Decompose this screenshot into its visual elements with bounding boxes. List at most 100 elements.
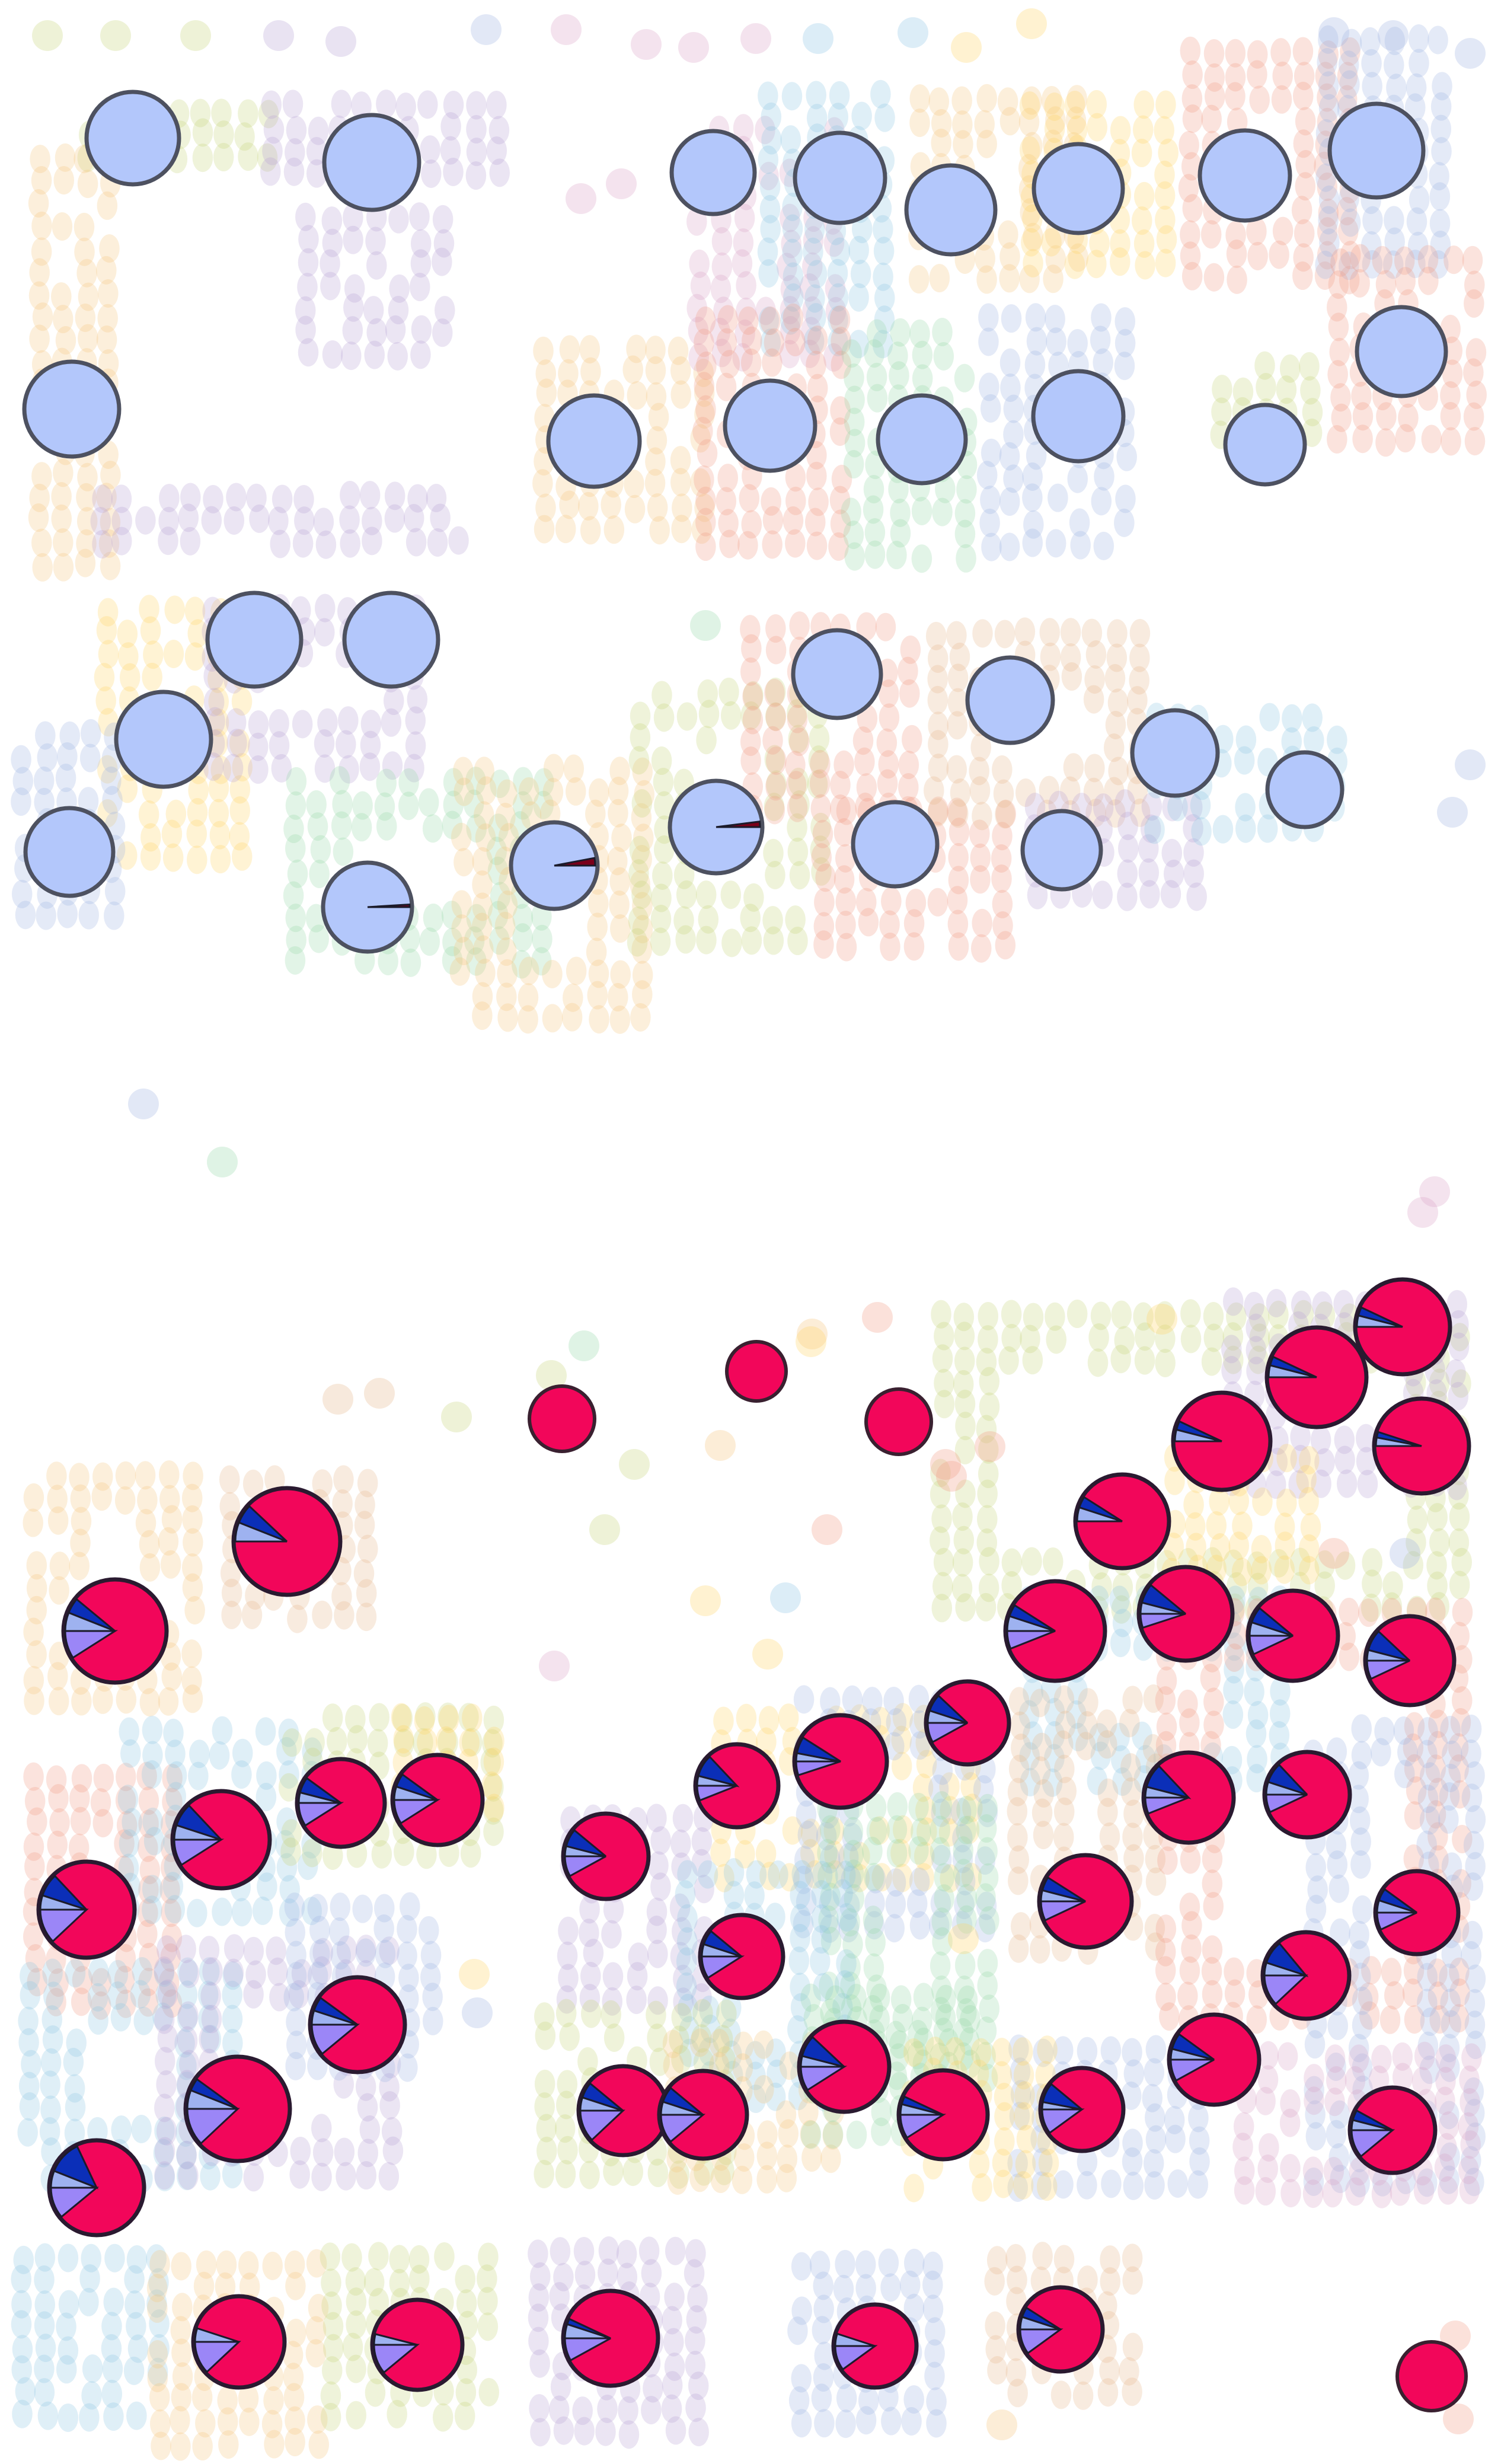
- cluster-dot: [1430, 92, 1452, 121]
- cluster-dot: [231, 1898, 253, 1927]
- cluster-dot: [1084, 665, 1105, 694]
- cluster-dot: [835, 911, 856, 940]
- cluster-dot: [828, 283, 849, 312]
- top-marker: [1020, 809, 1103, 892]
- cluster-dot: [139, 1942, 159, 1971]
- cluster-dot: [178, 2001, 199, 2030]
- cluster-dot: [1372, 2168, 1393, 2197]
- cluster-dot: [824, 1840, 845, 1869]
- cluster-dot: [825, 274, 846, 303]
- cluster-dot: [911, 544, 932, 573]
- cluster-dot: [780, 306, 801, 335]
- cluster-dot: [100, 551, 121, 580]
- cluster-dot: [162, 1764, 183, 1793]
- cluster-dot: [932, 318, 953, 347]
- cluster-dot: [550, 2237, 571, 2266]
- cluster-dot: [57, 899, 78, 928]
- bottom-pie-marker: [1347, 2085, 1438, 2175]
- cluster-dot: [111, 526, 132, 556]
- cluster-dot: [952, 1502, 973, 1531]
- top-marker: [793, 130, 887, 225]
- cluster-dot: [438, 1705, 459, 1734]
- cluster-dot: [672, 1804, 694, 1833]
- cluster-dot: [586, 937, 607, 966]
- cluster-dot: [696, 351, 717, 380]
- cluster-dot: [494, 911, 516, 940]
- cluster-dot: [1228, 1486, 1250, 1515]
- cluster-dot: [804, 215, 825, 244]
- cluster-dot: [295, 202, 316, 231]
- bottom-pie-marker: [1073, 1472, 1171, 1571]
- cluster-dot: [488, 116, 510, 145]
- cluster-dot: [416, 1840, 437, 1869]
- cluster-dot: [1231, 1557, 1253, 1587]
- cluster-dot: [512, 923, 533, 952]
- cluster-dot: [331, 90, 352, 119]
- cluster-dot: [400, 948, 421, 977]
- cluster-dot: [878, 2248, 899, 2277]
- cluster-dot: [422, 814, 443, 843]
- cluster-dot: [690, 272, 711, 301]
- cluster-dot: [298, 338, 319, 367]
- cluster-dot: [1448, 1754, 1469, 1783]
- cluster-dot: [630, 723, 651, 752]
- cluster-dot: [740, 657, 761, 686]
- top-marker-circle: [546, 393, 642, 489]
- cluster-dot: [1022, 462, 1043, 491]
- cluster-dot: [873, 237, 895, 266]
- cluster-dot: [213, 120, 234, 149]
- cluster-dot: [312, 1600, 333, 1629]
- cluster-dot: [1023, 222, 1043, 251]
- cluster-dot: [1319, 228, 1340, 257]
- cluster-dot: [68, 1833, 90, 1862]
- cluster-dot: [149, 2250, 170, 2279]
- cluster-dot: [555, 515, 576, 544]
- cluster-dot: [142, 1807, 163, 1836]
- cluster-dot: [1413, 2176, 1435, 2205]
- cluster-dot: [1337, 62, 1358, 91]
- cluster-dot: [159, 1875, 180, 1904]
- stray-dot: [207, 1147, 238, 1177]
- cluster-dot: [398, 768, 419, 797]
- cluster-dot: [282, 90, 304, 119]
- cluster-dot: [1246, 1764, 1267, 1793]
- cluster-dot: [566, 956, 587, 985]
- cluster-dot: [758, 307, 780, 336]
- cluster-dot: [595, 2417, 616, 2446]
- cluster-dot: [1223, 1549, 1244, 1578]
- cluster-dot: [464, 926, 485, 955]
- cluster-dot: [1448, 1733, 1469, 1762]
- cluster-dot: [1312, 1291, 1333, 1320]
- cluster-dot: [261, 90, 282, 119]
- cluster-dot: [1008, 2034, 1029, 2063]
- cluster-dot: [290, 2136, 311, 2165]
- cluster-dot: [765, 772, 786, 801]
- cluster-dot: [1352, 2053, 1373, 2082]
- cluster-dot: [787, 793, 808, 822]
- cluster-dot: [1448, 1381, 1469, 1410]
- cluster-dot: [1055, 1710, 1076, 1740]
- cluster-dot: [670, 380, 691, 409]
- cluster-dot: [925, 621, 947, 650]
- cluster-dot: [295, 296, 316, 325]
- cluster-dot: [804, 1860, 826, 1889]
- cluster-dot: [648, 403, 669, 432]
- cluster-dot: [844, 363, 864, 392]
- cluster-dot: [466, 947, 487, 976]
- cluster-dot: [721, 928, 742, 957]
- cluster-dot: [1288, 1470, 1309, 1499]
- cluster-dot: [95, 256, 117, 285]
- cluster-dot: [1276, 1444, 1297, 1473]
- cluster-dot: [75, 548, 96, 577]
- cluster-dot: [364, 340, 385, 369]
- cluster-dot: [333, 2070, 355, 2099]
- cluster-dot: [1349, 1940, 1371, 1969]
- cluster-dot: [466, 904, 487, 933]
- cluster-dot: [557, 1941, 578, 1970]
- cluster-dot: [472, 892, 493, 921]
- bottom-plain-marker: [725, 1340, 788, 1403]
- cluster-dot: [1180, 36, 1201, 65]
- cluster-dot: [1180, 1299, 1201, 1328]
- cluster-dot: [208, 799, 229, 828]
- cluster-dot: [314, 729, 335, 758]
